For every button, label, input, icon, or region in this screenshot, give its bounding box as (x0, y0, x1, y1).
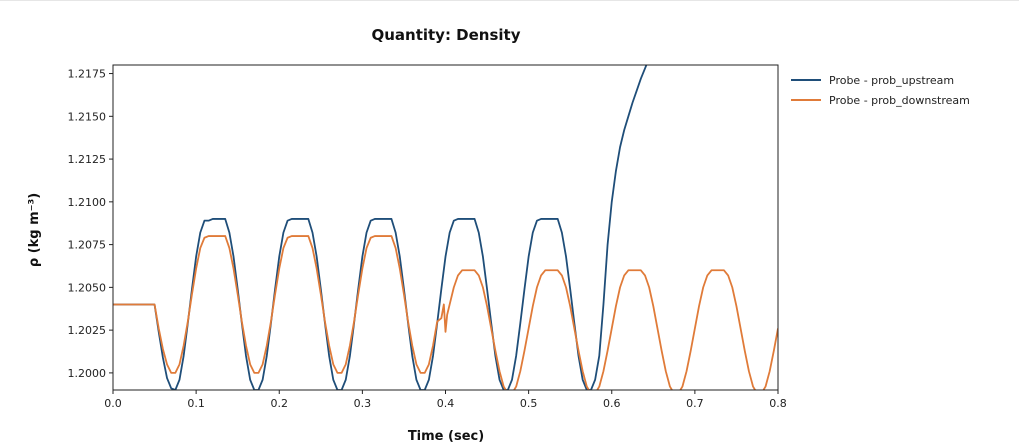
chart-legend: Probe - prob_upstream Probe - prob_downst… (791, 74, 970, 107)
top-divider (0, 0, 1019, 1)
series-line-downstream (113, 235, 778, 390)
y-axis-label: ρ (kg m⁻³) (27, 193, 42, 267)
series-layer (113, 65, 778, 390)
y-tick-label: 1.2100 (68, 196, 107, 209)
y-tick-label: 1.2050 (68, 281, 107, 294)
y-tick-label: 1.2075 (68, 239, 107, 252)
y-tick-label: 1.2175 (68, 68, 107, 81)
x-tick-label: 0.2 (271, 397, 289, 410)
x-tick-label: 0.1 (187, 397, 205, 410)
x-tick-label: 0.6 (603, 397, 621, 410)
x-tick-label: 0.4 (437, 397, 455, 410)
series-line-upstream (113, 65, 648, 390)
y-tick-label: 1.2125 (68, 153, 107, 166)
x-tick-label: 0.0 (104, 397, 122, 410)
x-tick-label: 0.3 (354, 397, 372, 410)
y-tick-label: 1.2025 (68, 324, 107, 337)
x-tick-label: 0.8 (769, 397, 787, 410)
y-axis: 1.2000 1.2025 1.2050 1.2075 1.2100 1.2125 1.21… (68, 68, 113, 380)
chart-title: Quantity: Density (371, 26, 520, 44)
legend-entry-label: Probe - prob_upstream (829, 74, 954, 87)
x-tick-label: 0.5 (520, 397, 538, 410)
y-tick-label: 1.2150 (68, 110, 107, 123)
y-tick-label: 1.2000 (68, 367, 107, 380)
legend-entry-label: Probe - prob_downstream (829, 94, 970, 107)
x-tick-label: 0.7 (686, 397, 704, 410)
x-axis-label: Time (sec) (408, 429, 484, 444)
x-axis: 0.0 0.1 0.2 0.3 0.4 0.5 0.6 0.7 0.8 (104, 390, 787, 410)
plot-frame (112, 64, 779, 391)
